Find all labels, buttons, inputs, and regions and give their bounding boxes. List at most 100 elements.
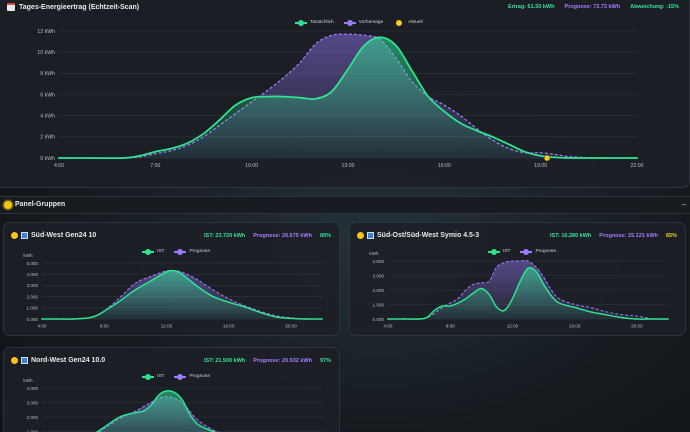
y-tick-label: 3.000 — [373, 273, 385, 278]
data-point — [56, 318, 59, 320]
ist-stat: IST: 21.500 kWh — [204, 358, 246, 364]
panel-groups-header[interactable]: Panel-Gruppen – — [0, 196, 690, 214]
x-tick-label: 13:00 — [342, 163, 355, 169]
main-chart-card: Tages-Energieertrag (Echtzeit-Scan) Ertr… — [0, 0, 690, 188]
x-tick-label: 8:00 — [446, 324, 455, 329]
y-tick-label: 1.000 — [27, 306, 39, 311]
legend-forecast[interactable]: Vorhersage — [343, 19, 383, 26]
abweichung-stat: Abweichung: -15% — [630, 4, 679, 10]
panel-legend: IST Prognose — [142, 248, 210, 255]
y-tick-label: 4.000 — [373, 259, 385, 264]
legend-current[interactable]: Aktuell — [393, 19, 423, 26]
data-point — [603, 157, 606, 159]
data-point — [321, 318, 323, 320]
y-tick-label: 1.000 — [373, 302, 385, 307]
x-tick-label: 12:00 — [507, 324, 519, 329]
percent-stat: 97% — [319, 358, 331, 364]
actual-line — [387, 266, 668, 320]
legend-ist[interactable]: IST — [488, 248, 510, 255]
x-tick-label: 20:00 — [285, 324, 297, 329]
y-tick-label: 2.000 — [27, 415, 39, 420]
solar-panel-icon — [367, 232, 374, 239]
solar-panel-icon — [21, 232, 28, 239]
panel-title: Süd-Ost/Süd-West Symio 4.5-3 — [377, 232, 480, 239]
sun-icon — [357, 232, 364, 239]
actual-line — [95, 389, 217, 432]
actual-area — [97, 390, 215, 432]
data-point — [72, 318, 74, 320]
x-tick-label: 19:00 — [534, 163, 547, 169]
y-axis-label: kWh — [23, 378, 33, 383]
panel-card-sued-ost: Süd-Ost/Süd-West Symio 4.5-3 IST: 16.280… — [349, 222, 686, 336]
y-tick-label: 2.000 — [27, 294, 39, 299]
legend-prognose[interactable]: Prognose — [174, 248, 210, 255]
y-tick-label: 2.000 — [373, 288, 385, 293]
x-tick-label: 4:00 — [54, 163, 64, 169]
y-tick-label: 8 kWh — [40, 71, 55, 77]
panel-title: Nord-West Gen24 10.0 — [31, 357, 106, 364]
main-chart-legend: Tatsächlich Vorhersage Aktuell — [295, 19, 423, 26]
panel-stats: IST: 23.720 kWh Prognose: 26.675 kWh 89% — [204, 233, 331, 239]
x-tick-label: 4:00 — [384, 324, 393, 329]
x-tick-label: 20:00 — [631, 324, 643, 329]
sun-icon — [11, 232, 18, 239]
ist-stat: IST: 23.720 kWh — [204, 233, 246, 239]
y-tick-label: 5.000 — [27, 261, 39, 266]
actual-area — [42, 270, 322, 320]
data-point — [571, 157, 574, 159]
main-chart-header: Tages-Energieertrag (Echtzeit-Scan) — [7, 3, 139, 11]
data-point — [122, 157, 125, 159]
main-chart-title: Tages-Energieertrag (Echtzeit-Scan) — [19, 3, 140, 11]
x-tick-label: 22:00 — [631, 163, 644, 169]
data-point — [651, 318, 654, 320]
panel-header: Süd-West Gen24 10 — [11, 232, 96, 239]
percent-stat: 89% — [319, 233, 331, 239]
ertrag-stat: Ertrag: 61.50 kWh — [507, 4, 555, 10]
y-tick-label: 1.000 — [27, 429, 39, 432]
y-axis-label: kWh — [369, 251, 379, 256]
prognose-stat: Prognose: 72.73 kWh — [564, 4, 621, 10]
percent-stat: 65% — [665, 233, 677, 239]
y-tick-label: 0.000 — [373, 317, 385, 322]
x-tick-label: 4:00 — [38, 324, 47, 329]
y-tick-label: 0 kWh — [40, 156, 55, 162]
panel-legend: IST Prognose — [142, 373, 210, 380]
panel-card-sued-west: Süd-West Gen24 10 IST: 23.720 kWh Progno… — [3, 222, 340, 336]
actual-area — [59, 37, 637, 159]
x-tick-label: 10:00 — [245, 163, 258, 169]
panel-title: Süd-West Gen24 10 — [31, 232, 97, 239]
legend-prognose[interactable]: Prognose — [174, 373, 210, 380]
panel-legend: IST Prognose — [488, 248, 556, 255]
data-point — [402, 318, 405, 320]
sun-icon — [11, 357, 18, 364]
legend-ist[interactable]: IST — [142, 373, 164, 380]
data-point — [90, 157, 93, 159]
actual-line — [59, 36, 637, 160]
panel-header: Süd-Ost/Süd-West Symio 4.5-3 — [357, 232, 479, 239]
sun-icon — [4, 201, 12, 209]
legend-prognose[interactable]: Prognose — [520, 248, 556, 255]
x-tick-label: 7:00 — [150, 163, 160, 169]
y-tick-label: 12 kWh — [37, 29, 55, 35]
actual-area — [388, 267, 668, 320]
calendar-icon — [7, 3, 15, 11]
y-tick-label: 0.000 — [27, 317, 39, 322]
panel-chart: 1.000 2.000 3.000 4.000 kWh — [23, 378, 322, 432]
legend-actual[interactable]: Tatsächlich — [295, 19, 334, 26]
legend-ist[interactable]: IST — [142, 248, 164, 255]
data-point — [667, 318, 669, 320]
data-point — [305, 318, 308, 320]
data-point — [418, 318, 420, 320]
main-chart-stats: Ertrag: 61.50 kWh Prognose: 72.73 kWh Ab… — [508, 4, 679, 10]
y-tick-label: 10 kWh — [37, 50, 55, 56]
data-point — [41, 318, 43, 320]
x-tick-label: 16:00 — [223, 324, 235, 329]
prognose-stat: Prognose: 20.932 kWh — [253, 358, 312, 364]
prognose-stat: Prognose: 26.675 kWh — [253, 233, 312, 239]
panel-stats: IST: 21.500 kWh Prognose: 20.932 kWh 97% — [204, 358, 331, 364]
y-tick-label: 2 kWh — [40, 135, 55, 141]
x-tick-label: 8:00 — [100, 324, 109, 329]
y-tick-label: 3.000 — [27, 400, 39, 405]
y-tick-label: 3.000 — [27, 283, 39, 288]
collapse-button[interactable]: – — [681, 200, 686, 209]
